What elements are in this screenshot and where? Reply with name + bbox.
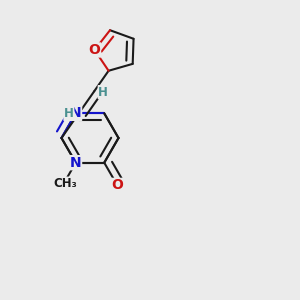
Text: N: N — [70, 156, 82, 170]
Text: CH₃: CH₃ — [53, 177, 77, 190]
Text: H: H — [98, 85, 108, 99]
Text: O: O — [111, 178, 123, 192]
Text: N: N — [70, 106, 82, 120]
Text: H: H — [64, 107, 74, 120]
Text: O: O — [88, 43, 101, 57]
